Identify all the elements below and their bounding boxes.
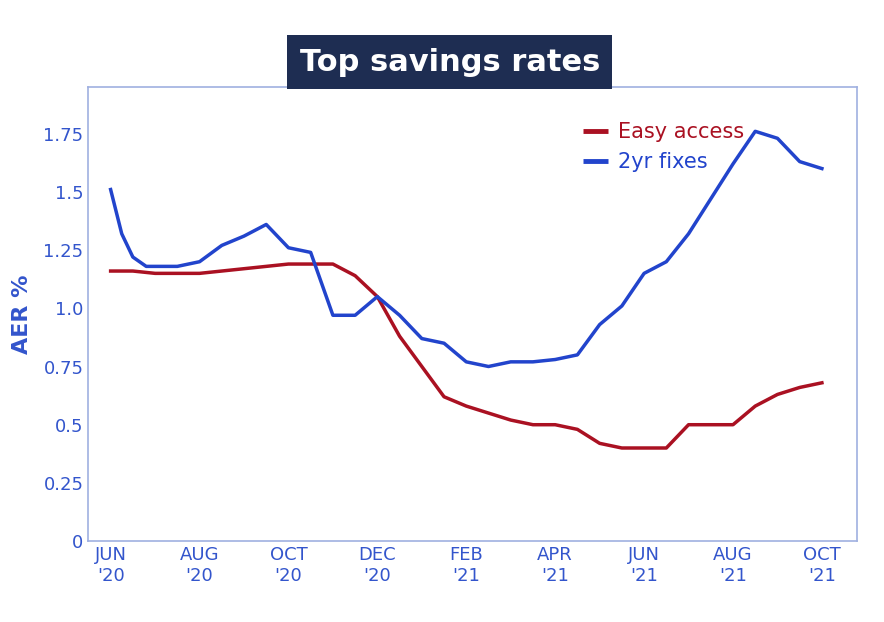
Y-axis label: AER %: AER % [12, 274, 33, 354]
Legend: Easy access, 2yr fixes: Easy access, 2yr fixes [573, 111, 755, 182]
Text: Top savings rates: Top savings rates [300, 48, 600, 77]
